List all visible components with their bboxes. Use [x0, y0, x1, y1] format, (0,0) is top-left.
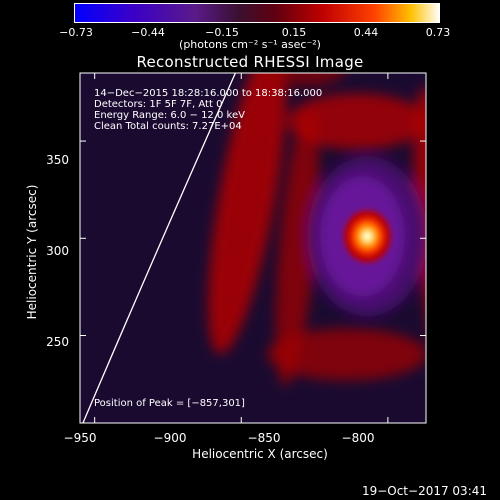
plot-frame [79, 72, 427, 424]
chart-title: Reconstructed RHESSI Image [136, 53, 364, 71]
colorbar-frame [74, 3, 440, 23]
annotation-energy-range: Energy Range: 6.0 − 12.0 keV [94, 110, 245, 121]
x-tick-label: −800 [341, 431, 375, 445]
colorbar-tick-label: −0.15 [205, 26, 239, 39]
y-tick-label: 300 [46, 244, 69, 258]
x-axis-label: Heliocentric X (arcsec) [192, 447, 328, 461]
footer-timestamp: 19−Oct−2017 03:41 [361, 484, 487, 498]
x-tick-label: −850 [247, 431, 281, 445]
intensity-region [447, 45, 500, 388]
intensity-region [275, 106, 320, 386]
intensity-region [208, 73, 287, 354]
intensity-region [267, 328, 426, 381]
intensity-region [287, 93, 426, 150]
peak-emission [364, 233, 371, 240]
y-axis-label: Heliocentric Y (arcsec) [25, 184, 39, 320]
colorbar-tick-label: 0.44 [353, 26, 379, 39]
annotation-time-range: 14−Dec−2015 18:28:16.000 to 18:38:16.000 [94, 88, 323, 99]
peak-position-label: Position of Peak = [−857,301] [94, 398, 245, 409]
intensity-region [269, 73, 346, 87]
annotation-detectors: Detectors: 1F 5F 7F, Att 0 [94, 99, 223, 110]
colorbar-tick-label: 0.15 [281, 26, 307, 39]
colorbar-gradient [74, 3, 440, 23]
colorbar [74, 3, 440, 23]
x-tick-label: −900 [153, 431, 187, 445]
annotation-clean-counts: Clean Total counts: 7.27E+04 [94, 121, 242, 132]
x-tick-label: −950 [63, 431, 97, 445]
solar-limb-curve [82, 73, 237, 423]
colorbar-tick-label: −0.44 [131, 26, 165, 39]
intensity-region [413, 86, 426, 386]
colorbar-tick-label: 0.73 [425, 26, 451, 39]
y-tick-label: 350 [46, 153, 69, 167]
colorbar-tick-label: −0.73 [59, 26, 93, 39]
colorbar-units: (photons cm⁻² s⁻¹ asec⁻²) [179, 38, 321, 51]
y-tick-label: 250 [46, 335, 69, 349]
